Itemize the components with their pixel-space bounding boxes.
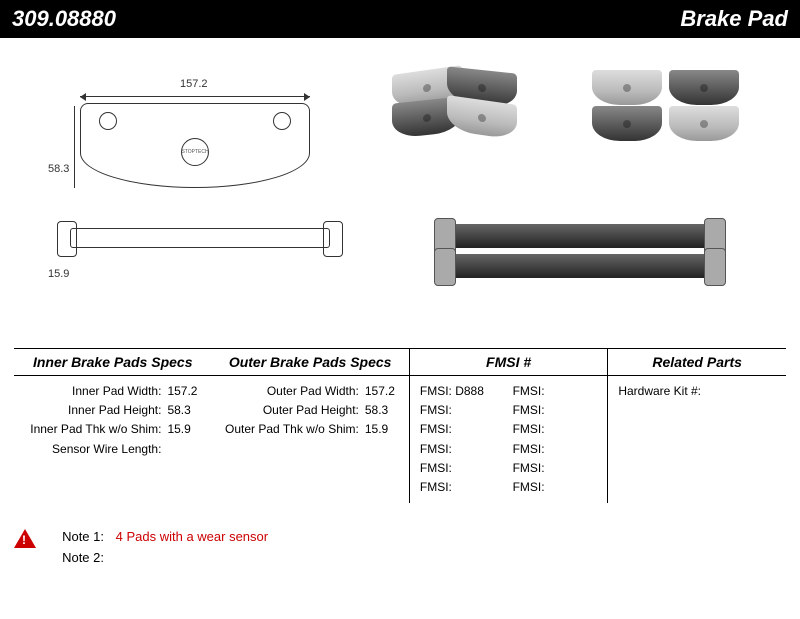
dim-line-vertical xyxy=(74,106,75,188)
product-photo-side xyxy=(450,218,710,284)
pad-logo-circle: STOPTECH xyxy=(181,138,209,166)
fmsi-body: FMSI: D888 FMSI: FMSI: FMSI: FMSI: FMSI:… xyxy=(410,376,607,503)
pad-outline: STOPTECH xyxy=(80,103,310,188)
note-lines: Note 1: 4 Pads with a wear sensor Note 2… xyxy=(48,527,268,569)
related-parts-body: Hardware Kit #: xyxy=(608,376,786,407)
inner-specs-col: Inner Brake Pads Specs Inner Pad Width:1… xyxy=(14,349,211,503)
product-photo-angled xyxy=(390,68,519,140)
note1-text: 4 Pads with a wear sensor xyxy=(116,529,268,544)
technical-diagram: 157.2 58.3 STOPTECH 15.9 xyxy=(40,68,330,248)
outer-specs-header: Outer Brake Pads Specs xyxy=(211,349,408,376)
note1-label: Note 1: xyxy=(48,527,104,548)
fmsi-header: FMSI # xyxy=(410,349,607,376)
header-bar: 309.08880 Brake Pad xyxy=(0,0,800,38)
part-number: 309.08880 xyxy=(12,6,116,32)
note2-label: Note 2: xyxy=(48,548,104,569)
specs-table: Inner Brake Pads Specs Inner Pad Width:1… xyxy=(14,348,786,503)
related-parts-col: Related Parts Hardware Kit #: xyxy=(607,349,786,503)
fmsi-col: FMSI # FMSI: D888 FMSI: FMSI: FMSI: FMSI… xyxy=(409,349,607,503)
notes-section: Note 1: 4 Pads with a wear sensor Note 2… xyxy=(14,527,786,569)
warning-icon xyxy=(14,529,36,548)
page-title: Brake Pad xyxy=(680,6,788,32)
product-photo-front xyxy=(590,68,741,146)
inner-specs-body: Inner Pad Width:157.2 Inner Pad Height:5… xyxy=(14,376,211,465)
dimension-height: 58.3 xyxy=(48,163,69,175)
image-area: 157.2 58.3 STOPTECH 15.9 xyxy=(0,38,800,348)
dimension-thickness: 15.9 xyxy=(48,268,69,280)
dim-line-horizontal xyxy=(80,96,310,97)
inner-specs-header: Inner Brake Pads Specs xyxy=(14,349,211,376)
dimension-width: 157.2 xyxy=(180,78,208,90)
pad-side-outline xyxy=(70,228,330,248)
outer-specs-col: Outer Brake Pads Specs Outer Pad Width:1… xyxy=(211,349,408,503)
related-parts-header: Related Parts xyxy=(608,349,786,376)
outer-specs-body: Outer Pad Width:157.2 Outer Pad Height:5… xyxy=(211,376,408,446)
